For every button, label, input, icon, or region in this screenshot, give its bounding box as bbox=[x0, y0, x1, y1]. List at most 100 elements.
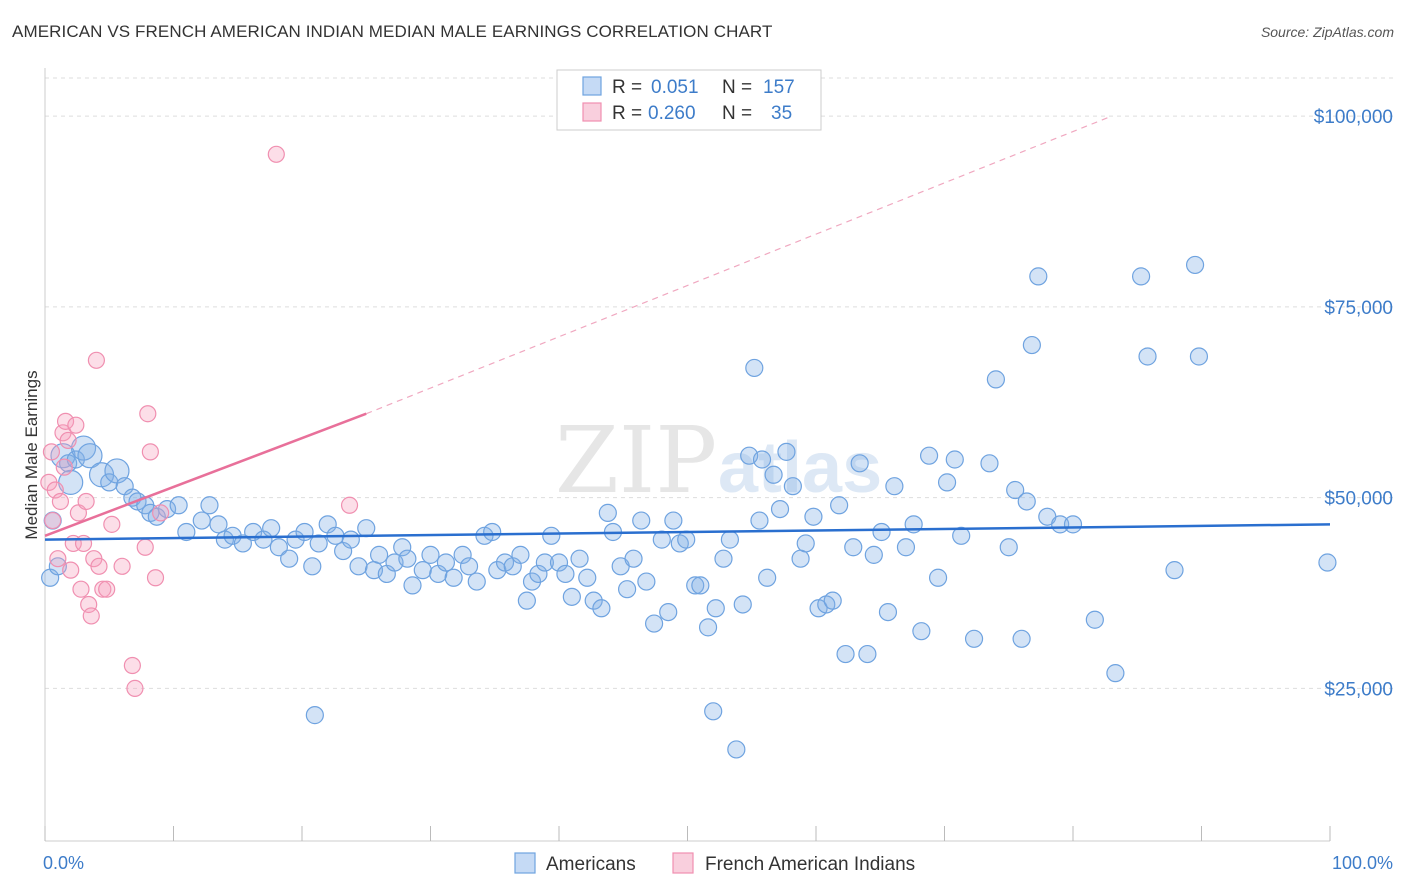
american-point-119 bbox=[896, 538, 916, 557]
series-legend: Americans French American Indians bbox=[514, 852, 915, 875]
american-point-94 bbox=[727, 740, 746, 759]
french-point-4 bbox=[49, 550, 67, 568]
american-point-109 bbox=[823, 591, 842, 610]
legend-n-value-1: 157 bbox=[763, 77, 795, 98]
american-point-72 bbox=[578, 568, 597, 587]
american-point-122 bbox=[919, 446, 939, 465]
american-point-149 bbox=[752, 450, 772, 469]
american-point-126 bbox=[952, 526, 971, 545]
american-point-58 bbox=[483, 522, 502, 542]
american-point-33 bbox=[295, 522, 314, 542]
american-point-131 bbox=[1006, 480, 1025, 500]
american-point-8 bbox=[77, 443, 103, 469]
y-axis-label: Median Male Earnings bbox=[22, 370, 41, 539]
y-tick-label-2: $75,000 bbox=[1324, 298, 1393, 319]
french-point-32 bbox=[152, 504, 170, 522]
american-point-19 bbox=[169, 496, 188, 515]
american-point-143 bbox=[1165, 561, 1184, 580]
french-point-24 bbox=[103, 515, 121, 533]
american-point-85 bbox=[664, 511, 683, 530]
american-point-118 bbox=[885, 477, 904, 496]
american-point-93 bbox=[720, 530, 740, 549]
american-point-121 bbox=[912, 622, 931, 641]
american-point-48 bbox=[403, 576, 422, 595]
american-point-140 bbox=[1106, 664, 1125, 683]
american-point-49 bbox=[413, 561, 432, 580]
american-point-128 bbox=[980, 454, 999, 473]
bottom-swatch-french bbox=[672, 852, 694, 874]
american-point-83 bbox=[652, 530, 671, 549]
bottom-legend-french: French American Indians bbox=[705, 854, 915, 875]
bottom-swatch-americans bbox=[514, 852, 536, 874]
american-point-20 bbox=[177, 522, 196, 542]
american-point-21 bbox=[192, 511, 211, 530]
watermark-text: ZIP bbox=[555, 407, 717, 514]
american-point-102 bbox=[777, 442, 796, 461]
american-point-130 bbox=[999, 538, 1018, 557]
american-point-35 bbox=[309, 534, 328, 553]
axes bbox=[44, 68, 1331, 842]
american-point-73 bbox=[584, 591, 603, 610]
french-point-1 bbox=[42, 443, 61, 461]
american-point-88 bbox=[686, 576, 705, 595]
french-point-29 bbox=[139, 405, 157, 423]
american-point-129 bbox=[986, 370, 1006, 389]
american-point-147 bbox=[305, 706, 324, 725]
french-point-8 bbox=[56, 412, 75, 430]
american-point-56 bbox=[467, 572, 486, 591]
american-point-22 bbox=[200, 496, 219, 515]
french-point-18 bbox=[82, 607, 100, 625]
american-point-87 bbox=[677, 530, 696, 549]
correlation-legend: R = 0.051 N = 157 R = 0.260 N = 35 bbox=[556, 69, 822, 131]
watermark-text-atlas: atlas bbox=[718, 428, 882, 508]
american-point-68 bbox=[549, 553, 569, 572]
legend-swatch-americans bbox=[582, 76, 602, 96]
american-point-39 bbox=[341, 530, 360, 549]
french-point-12 bbox=[67, 416, 85, 434]
american-point-71 bbox=[570, 549, 589, 568]
american-point-52 bbox=[436, 553, 456, 572]
american-point-62 bbox=[511, 545, 530, 564]
american-point-127 bbox=[964, 629, 984, 648]
y-tick-label-3: $100,000 bbox=[1314, 107, 1393, 128]
american-point-112 bbox=[844, 538, 863, 557]
american-point-80 bbox=[632, 511, 651, 530]
french-points bbox=[40, 145, 359, 698]
legend-r-value-1: 0.051 bbox=[651, 77, 699, 98]
french-point-34 bbox=[340, 496, 359, 514]
american-point-123 bbox=[928, 568, 948, 587]
american-point-34 bbox=[303, 557, 322, 576]
american-point-101 bbox=[770, 499, 790, 519]
american-point-65 bbox=[529, 564, 548, 584]
american-point-26 bbox=[233, 534, 252, 553]
french-point-25 bbox=[113, 557, 131, 575]
american-point-84 bbox=[659, 602, 678, 622]
american-point-89 bbox=[691, 576, 710, 595]
american-point-59 bbox=[488, 561, 507, 580]
american-point-50 bbox=[421, 545, 440, 564]
american-point-111 bbox=[836, 644, 855, 664]
american-point-70 bbox=[562, 587, 581, 606]
american-point-74 bbox=[592, 599, 611, 618]
y-tick-label-1: $50,000 bbox=[1324, 489, 1393, 510]
french-point-2 bbox=[44, 511, 62, 530]
american-point-91 bbox=[706, 599, 725, 618]
american-point-47 bbox=[398, 549, 417, 568]
french-point-21 bbox=[90, 557, 108, 575]
american-point-30 bbox=[269, 538, 288, 557]
french-point-14 bbox=[72, 580, 90, 598]
x-tick-label-0: 0.0% bbox=[43, 853, 84, 873]
trend-lines bbox=[44, 115, 1331, 541]
american-point-134 bbox=[1022, 335, 1041, 355]
french-point-28 bbox=[136, 538, 154, 556]
french-point-20 bbox=[87, 351, 106, 369]
source-label: Source: ZipAtlas.com bbox=[1260, 24, 1394, 40]
american-point-106 bbox=[804, 507, 823, 526]
american-point-116 bbox=[872, 522, 891, 542]
american-point-146 bbox=[1318, 553, 1337, 572]
french-point-10 bbox=[62, 561, 80, 579]
american-point-135 bbox=[1029, 267, 1048, 286]
french-point-30 bbox=[141, 443, 159, 461]
french-point-5 bbox=[51, 492, 70, 511]
